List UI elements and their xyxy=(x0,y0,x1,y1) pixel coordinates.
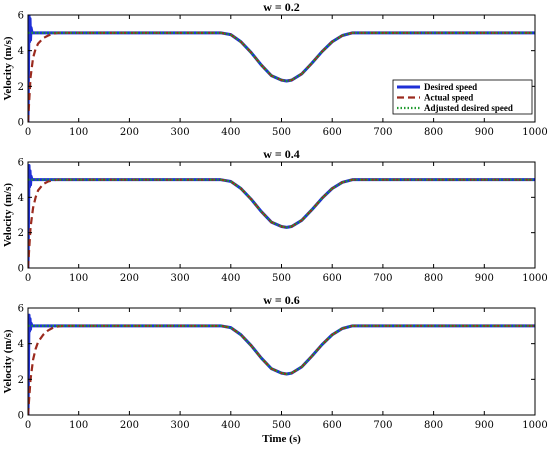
panel-title: w = 0.2 xyxy=(263,0,300,14)
y-tick-label: 2 xyxy=(18,82,24,93)
x-tick-label: 1000 xyxy=(522,127,547,138)
panel-1: 0 100 200 300 400 500 600 700 800 900 1000 0 2 4 6 w = … xyxy=(2,0,548,138)
series-line-dashed xyxy=(28,31,535,122)
x-tick-label: 400 xyxy=(221,420,240,431)
x-tick-label: 600 xyxy=(323,420,342,431)
y-tick-label: 4 xyxy=(18,339,24,350)
series-line-dotted xyxy=(28,324,535,376)
y-tick-label: 6 xyxy=(18,11,24,22)
x-tick-label: 900 xyxy=(475,420,494,431)
series-line-solid xyxy=(28,164,535,268)
x-tick-label: 400 xyxy=(221,127,240,138)
y-tick-label: 2 xyxy=(18,228,24,239)
series-group xyxy=(28,313,535,415)
x-tick-label: 200 xyxy=(120,127,139,138)
legend-entry: Actual speed xyxy=(424,93,473,103)
series-line-solid xyxy=(28,313,535,415)
y-tick-label: 0 xyxy=(18,411,24,422)
x-tick-label: 700 xyxy=(373,420,392,431)
x-tick-label: 800 xyxy=(424,420,443,431)
y-tick-label: 0 xyxy=(18,264,24,275)
y-tick-label: 6 xyxy=(18,304,24,315)
x-tick-label: 200 xyxy=(120,420,139,431)
series-line-dotted xyxy=(28,31,535,83)
x-tick-label: 600 xyxy=(323,273,342,284)
x-tick-label: 500 xyxy=(272,127,291,138)
x-tick-label: 0 xyxy=(25,420,31,431)
x-tick-label: 600 xyxy=(323,127,342,138)
x-tick-label: 800 xyxy=(424,127,443,138)
series-group xyxy=(28,164,535,268)
x-tick-label: 700 xyxy=(373,127,392,138)
series-line-dashed xyxy=(28,178,535,268)
x-tick-label: 900 xyxy=(475,127,494,138)
x-tick-label: 700 xyxy=(373,273,392,284)
x-tick-label: 800 xyxy=(424,273,443,284)
panel-3: 0 100 200 300 400 500 600 700 800 900 1000 0 2 4 6 w = … xyxy=(2,293,548,445)
x-tick-label: 0 xyxy=(25,127,31,138)
plot-frame xyxy=(27,161,536,269)
y-axis-label: Velocity (m/s) xyxy=(2,36,14,100)
y-tick-label: 6 xyxy=(18,158,24,169)
x-tick-label: 100 xyxy=(69,127,88,138)
y-axis-label: Velocity (m/s) xyxy=(2,329,14,393)
panel-title: w = 0.4 xyxy=(263,147,300,161)
x-tick-label: 300 xyxy=(171,273,190,284)
x-tick-label: 300 xyxy=(171,127,190,138)
legend-entry: Desired speed xyxy=(424,82,477,92)
legend-entry: Adjusted desired speed xyxy=(424,103,513,113)
series-line-dashed xyxy=(28,324,535,415)
series-line-dotted xyxy=(28,178,535,229)
x-tick-label: 1000 xyxy=(522,420,547,431)
x-tick-label: 500 xyxy=(272,273,291,284)
x-tick-label: 500 xyxy=(272,420,291,431)
x-tick-label: 200 xyxy=(120,273,139,284)
panel-title: w = 0.6 xyxy=(263,293,300,307)
y-tick-label: 0 xyxy=(18,118,24,129)
panel-2: 0 100 200 300 400 500 600 700 800 900 1000 0 2 4 6 w = … xyxy=(2,147,548,284)
x-tick-label: 1000 xyxy=(522,273,547,284)
y-tick-label: 2 xyxy=(18,375,24,386)
x-tick-label: 900 xyxy=(475,273,494,284)
y-tick-label: 4 xyxy=(18,193,24,204)
x-tick-label: 400 xyxy=(221,273,240,284)
y-tick-label: 4 xyxy=(18,46,24,57)
y-axis-label: Velocity (m/s) xyxy=(2,183,14,247)
plot-frame xyxy=(27,307,536,416)
x-axis-label: Time (s) xyxy=(262,433,301,445)
x-tick-label: 0 xyxy=(25,273,31,284)
x-tick-label: 300 xyxy=(171,420,190,431)
series-group xyxy=(28,15,535,122)
x-tick-label: 100 xyxy=(69,273,88,284)
x-tick-label: 100 xyxy=(69,420,88,431)
